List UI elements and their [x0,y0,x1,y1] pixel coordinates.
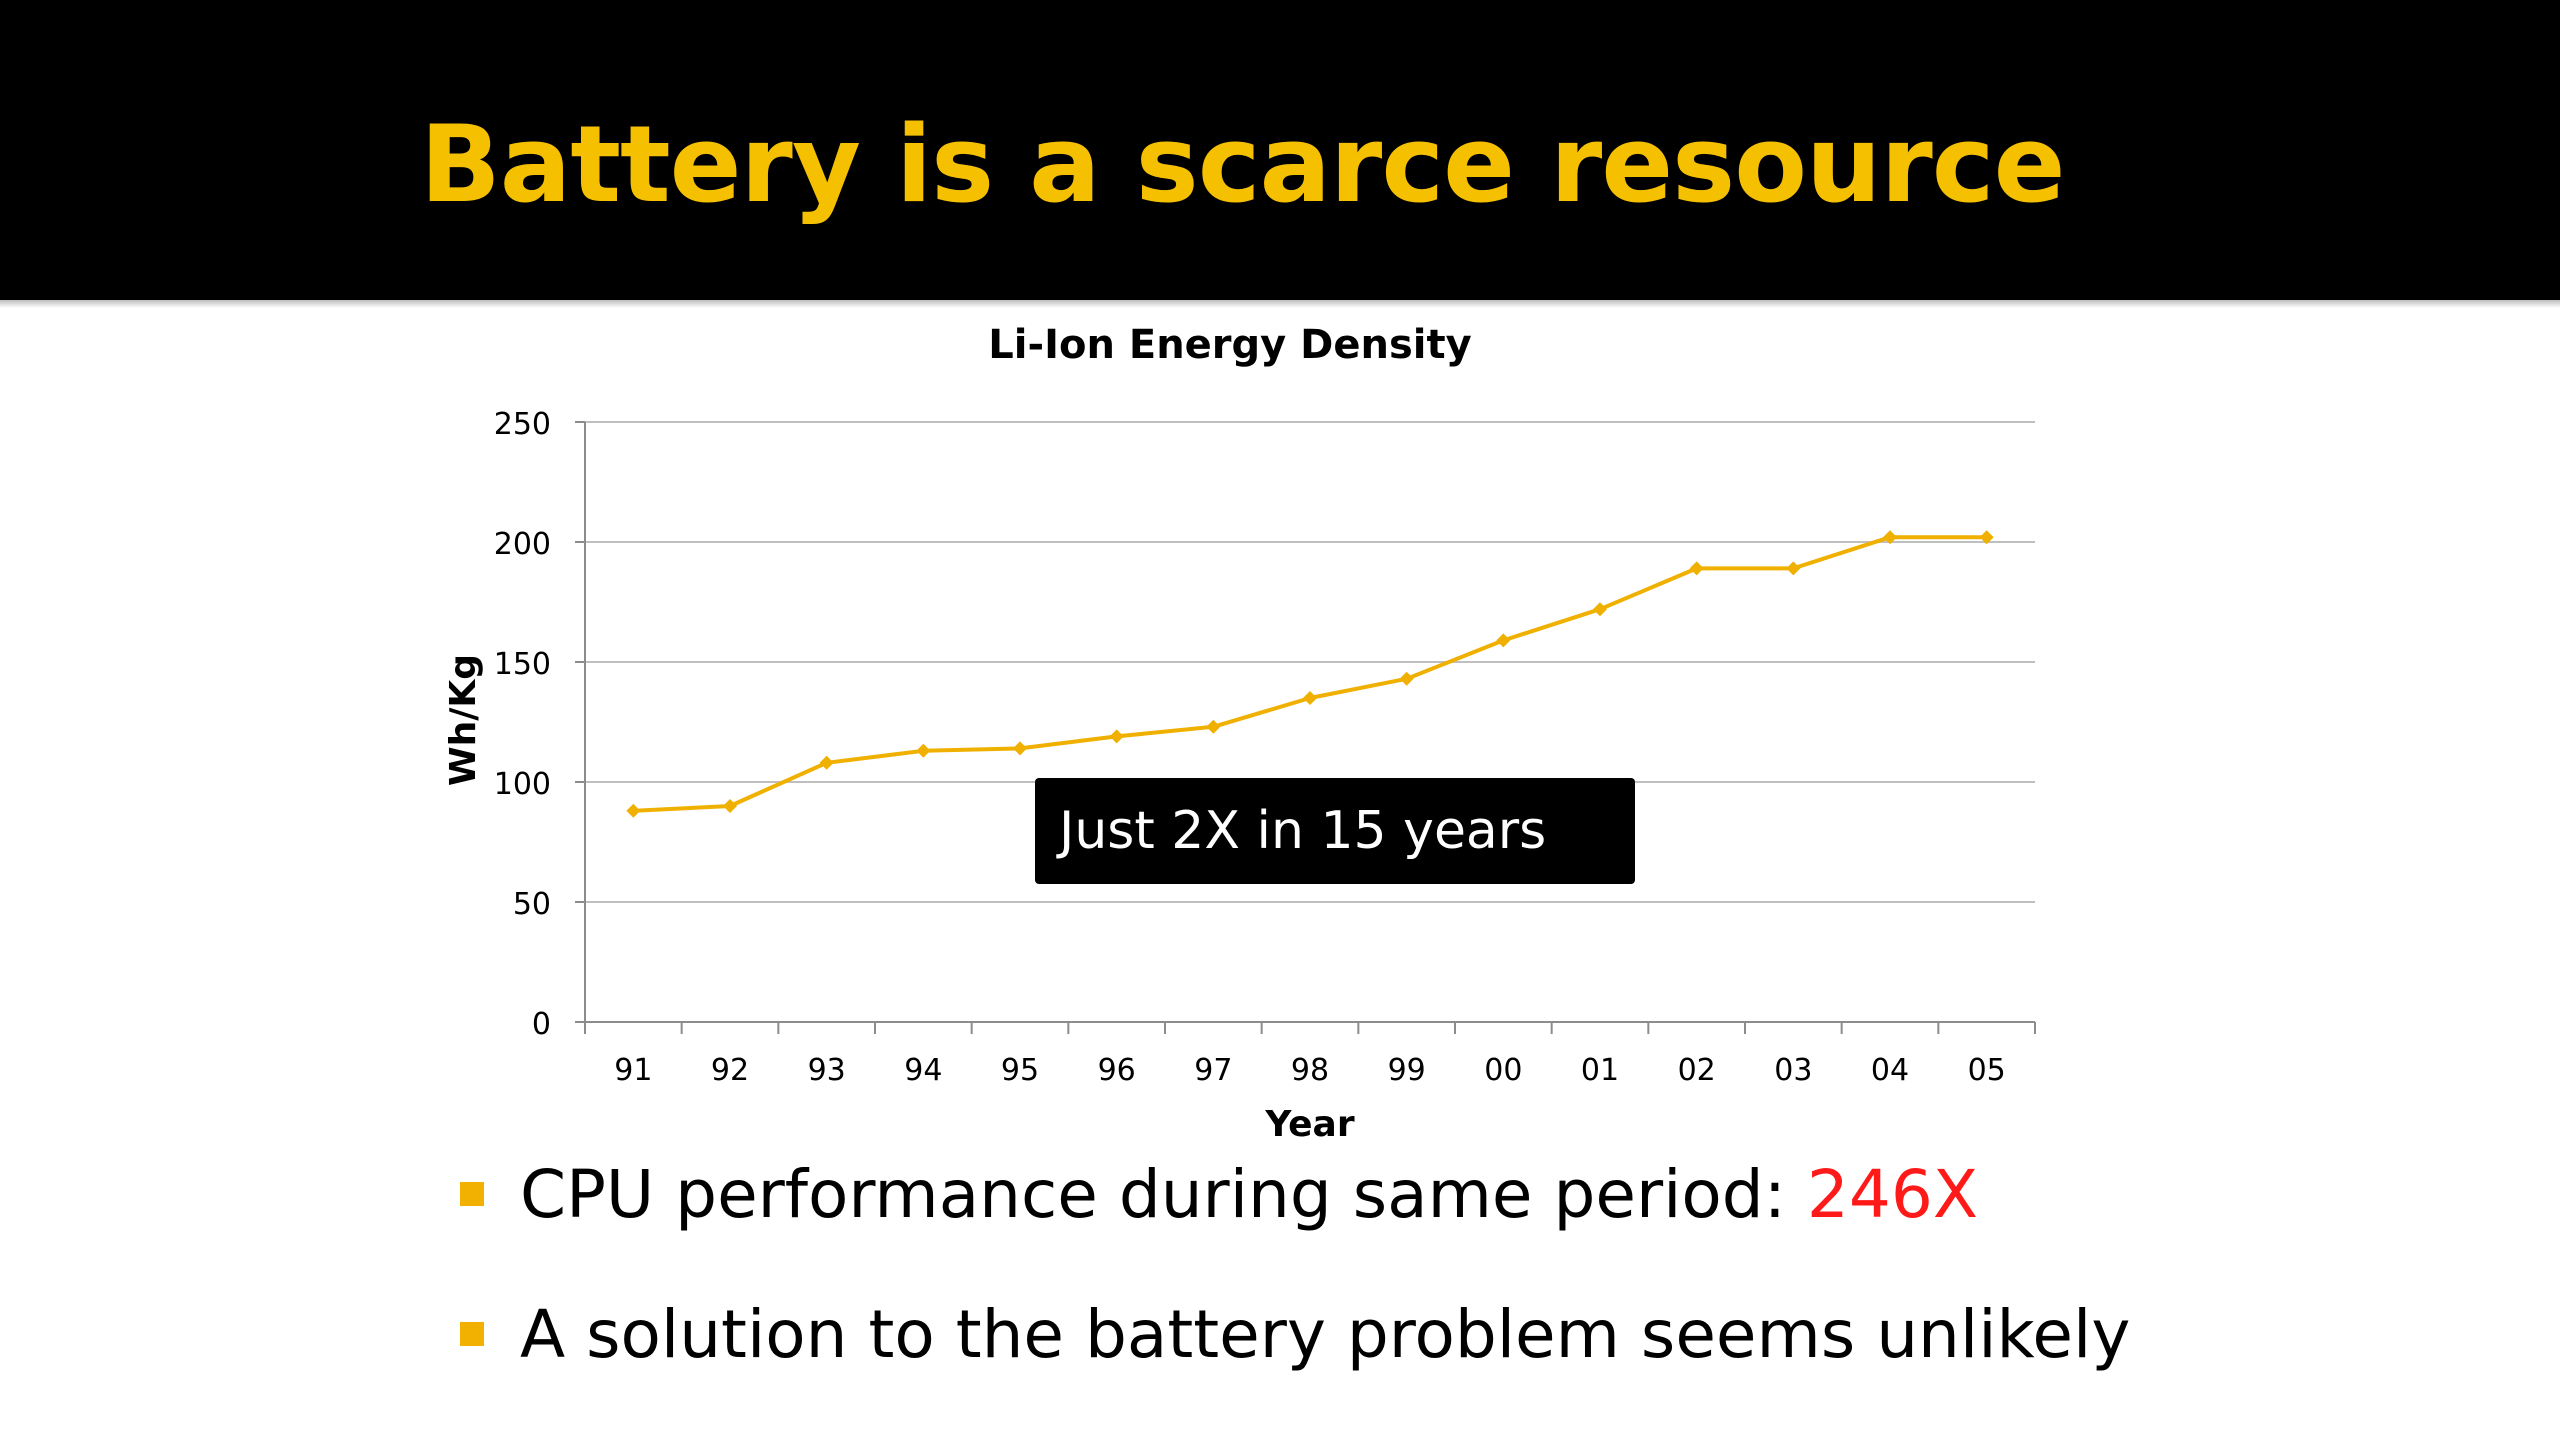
x-tick-label: 92 [711,1053,749,1088]
y-tick-label: 50 [513,887,551,922]
x-tick-label: 01 [1581,1053,1619,1088]
y-tick-labels: 0 50 100 150 200 250 [494,407,551,1042]
x-tick-label: 04 [1871,1053,1909,1088]
title-bar [0,0,2560,300]
x-tick-label: 95 [1001,1053,1039,1088]
bullet-label: A solution to the battery problem seems … [520,1296,2131,1373]
x-tick-label: 00 [1484,1053,1522,1088]
y-tick-label: 200 [494,527,551,562]
x-tick-label: 97 [1194,1053,1232,1088]
x-tick-label: 99 [1388,1053,1426,1088]
x-tick-label: 03 [1774,1053,1812,1088]
data-point [1593,602,1607,617]
series-line [633,535,1987,813]
data-point [1883,530,1897,545]
data-point [1303,691,1317,705]
x-tick-label: 94 [904,1053,942,1088]
chart: Li-Ion Energy Density 0 50 100 150 200 250 91… [0,310,2560,1170]
bullet-highlight: 246X [1806,1156,1979,1233]
bullet-text: CPU performance during same period: 246X [520,1140,1978,1250]
callout-box: Just 2X in 15 years [1035,778,1635,884]
bullet-list: CPU performance during same period: 246X… [450,1140,2500,1420]
data-point [1013,741,1027,756]
x-tick-labels: 91 92 93 94 95 96 97 98 99 00 01 02 03 04 05 [614,1053,2006,1088]
x-tick-label: 05 [1968,1053,2006,1088]
x-tick-label: 93 [808,1053,846,1088]
data-point [1979,530,1994,545]
y-tick-label: 150 [494,647,551,682]
title-bar-divider [0,300,2560,308]
chart-title: Li-Ion Energy Density [988,322,1471,368]
data-point [1786,561,1801,576]
x-axis-title: Year [1264,1104,1354,1145]
data-point [819,755,834,770]
x-tick-label: 96 [1098,1053,1136,1088]
axes [575,421,2036,1034]
data-point [916,743,931,758]
x-tick-label: 98 [1291,1053,1329,1088]
data-point [1109,729,1124,744]
bullet-text: A solution to the battery problem seems … [520,1280,2130,1390]
bullet-label: CPU performance during same period: [520,1156,1807,1233]
bullet-item: A solution to the battery problem seems … [450,1280,2500,1420]
x-tick-label: 02 [1678,1053,1716,1088]
data-point [1496,633,1511,648]
bullet-item: CPU performance during same period: 246X [450,1140,2500,1280]
slide-title: Battery is a scarce resource [420,103,2066,226]
series [626,530,1994,818]
y-tick-label: 250 [494,407,551,442]
bullet-marker-icon [460,1322,484,1346]
y-axis-title: Wh/Kg [443,654,484,786]
data-point [1206,719,1221,734]
data-point [626,803,641,818]
y-tick-label: 100 [494,767,551,802]
x-tick-label: 91 [614,1053,652,1088]
data-point [723,799,737,813]
bullet-marker-icon [460,1182,484,1206]
y-tick-label: 0 [532,1007,551,1042]
data-point [1689,561,1704,576]
data-point [1399,671,1414,686]
